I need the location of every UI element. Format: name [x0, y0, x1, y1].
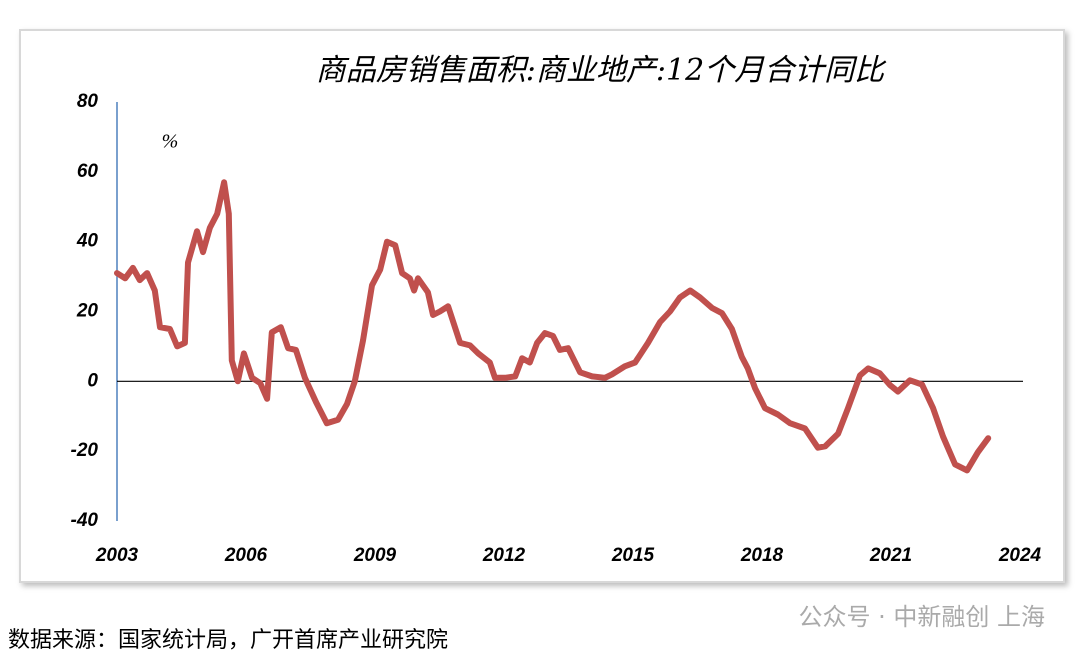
y-tick-label: -40: [71, 510, 99, 531]
x-tick-label: 2021: [869, 545, 912, 566]
x-tick-label: 2009: [353, 545, 397, 566]
x-tick-label: 2012: [482, 545, 526, 566]
x-tick-label: 2003: [95, 545, 139, 566]
x-tick-label: 2024: [998, 545, 1042, 566]
y-tick-label: -20: [71, 440, 99, 461]
y-tick-label: 0: [87, 370, 98, 391]
y-tick-label: 20: [76, 301, 99, 322]
y-unit: %: [162, 131, 179, 153]
chart-title: 商品房销售面积:商业地产:12个月合计同比: [316, 53, 887, 88]
x-tick-label: 2015: [611, 545, 655, 566]
y-tick-label: 80: [77, 91, 99, 112]
y-tick-label: 60: [77, 161, 99, 182]
data-line: [114, 179, 992, 474]
chart-frame: [19, 29, 1065, 583]
watermark: 公众号 · 中新融创 上海: [798, 603, 1045, 631]
y-tick-label: 40: [76, 231, 99, 252]
source-note: 数据来源：国家统计局，广开首席产业研究院: [8, 628, 448, 653]
x-tick-label: 2006: [224, 545, 268, 566]
x-tick-label: 2018: [740, 545, 784, 566]
